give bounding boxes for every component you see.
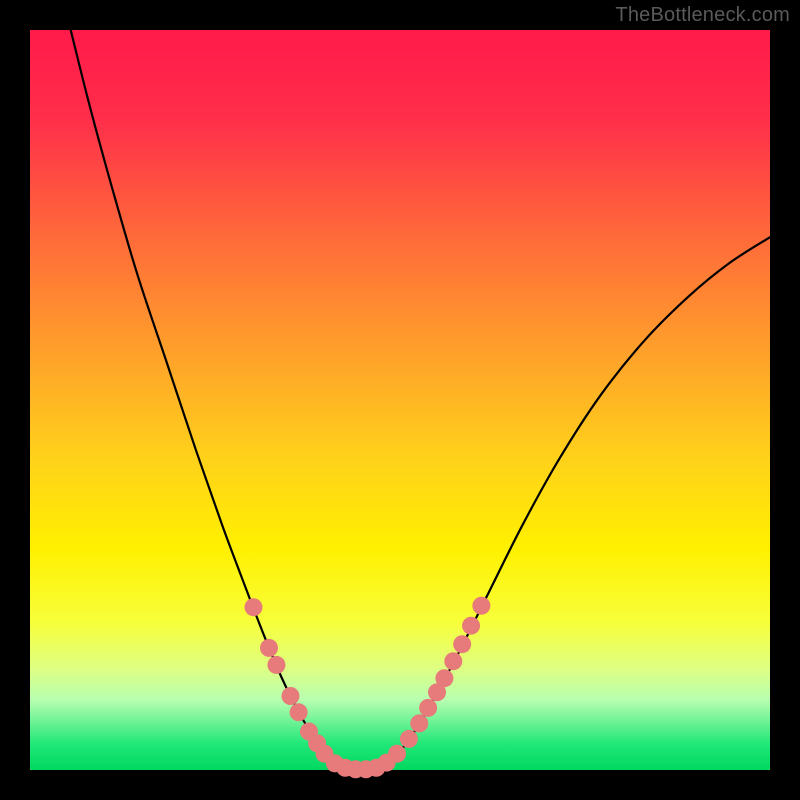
plot-area: [30, 30, 770, 770]
data-point: [453, 635, 471, 653]
bottleneck-chart: [0, 0, 800, 800]
data-point: [281, 687, 299, 705]
data-point: [444, 652, 462, 670]
watermark-text: TheBottleneck.com: [615, 4, 790, 27]
data-point: [410, 714, 428, 732]
data-point: [419, 699, 437, 717]
data-point: [400, 730, 418, 748]
data-point: [290, 703, 308, 721]
data-point: [435, 669, 453, 687]
chart-container: TheBottleneck.com: [0, 0, 800, 800]
data-point: [267, 656, 285, 674]
data-point: [244, 598, 262, 616]
data-point: [388, 745, 406, 763]
data-point: [260, 639, 278, 657]
data-point: [462, 617, 480, 635]
data-point: [472, 597, 490, 615]
